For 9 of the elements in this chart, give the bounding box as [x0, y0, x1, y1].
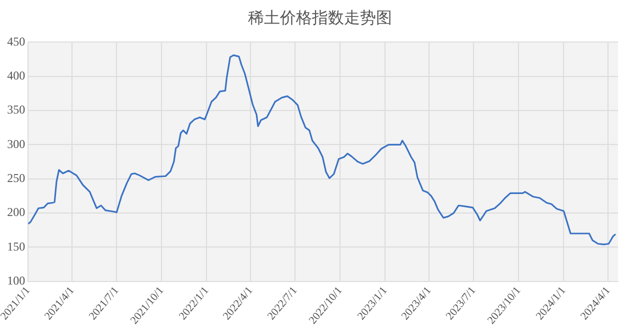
y-tick-label: 350 [7, 102, 26, 117]
y-tick-label: 100 [7, 273, 26, 288]
y-tick-label: 450 [7, 34, 26, 48]
y-tick-label: 200 [7, 205, 26, 220]
y-tick-label: 150 [7, 239, 26, 254]
y-tick-label: 300 [7, 136, 26, 151]
y-tick-label: 400 [7, 68, 26, 83]
y-tick-label: 250 [7, 171, 26, 186]
chart-title: 稀土价格指数走势图 [247, 8, 393, 29]
